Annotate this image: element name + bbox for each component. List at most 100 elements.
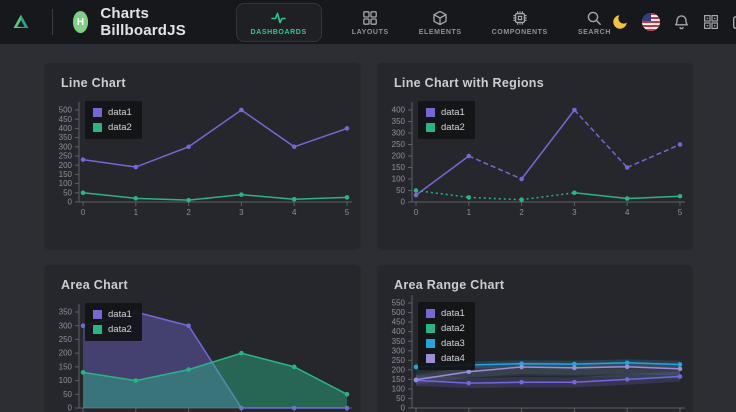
line-chart-card: 0 50 100 150 200 250 300 350 400 450 500 0 1 2 3 4 5 Line… bbox=[45, 63, 360, 248]
top-navigation-bar: H Charts BillboardJS DASHBOARDS LAYOUTS bbox=[0, 0, 736, 44]
legend-item-data1[interactable]: data1 bbox=[93, 107, 132, 118]
package-icon bbox=[433, 10, 447, 25]
svg-text:550: 550 bbox=[392, 299, 406, 308]
legend-item-data2[interactable]: data2 bbox=[93, 324, 132, 335]
legend-item-data1[interactable]: data1 bbox=[93, 309, 132, 320]
svg-text:350: 350 bbox=[59, 133, 73, 142]
notifications-button[interactable] bbox=[673, 14, 690, 31]
legend-swatch bbox=[426, 324, 435, 333]
legend-swatch bbox=[93, 108, 102, 117]
svg-text:5: 5 bbox=[345, 208, 350, 217]
main-nav: DASHBOARDS LAYOUTS ELEMENTS bbox=[235, 2, 611, 42]
svg-text:50: 50 bbox=[63, 390, 72, 399]
svg-text:0: 0 bbox=[401, 198, 406, 207]
brand-badge: H bbox=[72, 11, 89, 33]
svg-text:400: 400 bbox=[392, 327, 406, 336]
chart-title: Line Chart bbox=[61, 76, 126, 90]
chart-legend: data1 data2 bbox=[85, 303, 142, 341]
nav-item-layouts[interactable]: LAYOUTS bbox=[352, 3, 389, 42]
svg-text:450: 450 bbox=[59, 115, 73, 124]
legend-item-data1[interactable]: data1 bbox=[426, 107, 465, 118]
svg-text:0: 0 bbox=[68, 198, 73, 207]
svg-text:200: 200 bbox=[392, 152, 406, 161]
cpu-icon bbox=[513, 10, 527, 25]
nav-item-search[interactable]: SEARCH bbox=[578, 3, 611, 42]
sidebar-toggle-button[interactable] bbox=[732, 14, 736, 31]
svg-text:350: 350 bbox=[392, 337, 406, 346]
legend-item-data4[interactable]: data4 bbox=[426, 353, 465, 364]
svg-text:500: 500 bbox=[59, 106, 73, 115]
svg-text:450: 450 bbox=[392, 318, 406, 327]
svg-text:200: 200 bbox=[59, 161, 73, 170]
svg-text:50: 50 bbox=[396, 186, 405, 195]
legend-swatch bbox=[426, 339, 435, 348]
page-title: Charts BillboardJS bbox=[100, 5, 186, 39]
svg-text:200: 200 bbox=[392, 365, 406, 374]
dark-mode-toggle[interactable] bbox=[611, 13, 629, 31]
nav-item-components[interactable]: COMPONENTS bbox=[492, 3, 548, 42]
app-logo-icon[interactable] bbox=[12, 10, 30, 34]
legend-swatch bbox=[426, 123, 435, 132]
us-flag-icon bbox=[642, 13, 660, 31]
chart-title: Area Chart bbox=[61, 278, 128, 292]
legend-swatch bbox=[426, 309, 435, 318]
apps-grid-button[interactable] bbox=[703, 14, 719, 30]
svg-text:300: 300 bbox=[59, 321, 73, 330]
brand: H Charts BillboardJS bbox=[0, 5, 200, 39]
legend-label: data1 bbox=[108, 107, 132, 118]
legend-label: data2 bbox=[441, 122, 465, 133]
svg-text:250: 250 bbox=[59, 335, 73, 344]
svg-text:250: 250 bbox=[392, 140, 406, 149]
legend-label: data2 bbox=[441, 323, 465, 334]
nav-item-dashboards[interactable]: DASHBOARDS bbox=[235, 2, 322, 42]
legend-label: data1 bbox=[441, 308, 465, 319]
svg-text:150: 150 bbox=[59, 170, 73, 179]
svg-text:0: 0 bbox=[81, 208, 86, 217]
svg-text:400: 400 bbox=[59, 124, 73, 133]
svg-text:2: 2 bbox=[186, 208, 191, 217]
svg-text:5: 5 bbox=[678, 208, 683, 217]
legend-swatch bbox=[93, 310, 102, 319]
legend-label: data3 bbox=[441, 338, 465, 349]
svg-text:50: 50 bbox=[63, 188, 72, 197]
legend-label: data4 bbox=[441, 353, 465, 364]
activity-icon bbox=[271, 12, 286, 23]
svg-text:300: 300 bbox=[392, 129, 406, 138]
chart-canvas[interactable]: 0 50 100 150 200 250 300 350 400 0 1 2 3 4 5 bbox=[378, 63, 692, 248]
chart-title: Area Range Chart bbox=[394, 278, 505, 292]
chart-canvas[interactable]: 050100150200250300350012345 bbox=[45, 265, 360, 412]
apps-grid-icon bbox=[704, 15, 719, 30]
svg-text:500: 500 bbox=[392, 308, 406, 317]
bell-icon bbox=[674, 14, 689, 29]
legend-swatch bbox=[426, 354, 435, 363]
legend-item-data1[interactable]: data1 bbox=[426, 308, 465, 319]
legend-item-data3[interactable]: data3 bbox=[426, 338, 465, 349]
svg-text:150: 150 bbox=[392, 375, 406, 384]
legend-item-data2[interactable]: data2 bbox=[426, 122, 465, 133]
legend-label: data2 bbox=[108, 122, 132, 133]
svg-text:4: 4 bbox=[292, 208, 297, 217]
legend-item-data2[interactable]: data2 bbox=[93, 122, 132, 133]
legend-label: data2 bbox=[108, 324, 132, 335]
legend-item-data2[interactable]: data2 bbox=[426, 323, 465, 334]
svg-text:300: 300 bbox=[59, 142, 73, 151]
chart-title: Line Chart with Regions bbox=[394, 76, 544, 90]
language-selector[interactable] bbox=[642, 13, 660, 31]
nav-label: DASHBOARDS bbox=[250, 28, 307, 36]
svg-text:0: 0 bbox=[414, 208, 419, 217]
svg-text:150: 150 bbox=[59, 362, 73, 371]
legend-swatch bbox=[93, 325, 102, 334]
area-range-chart-card: 050100150200250300350400450500550012345A… bbox=[378, 265, 692, 412]
svg-text:100: 100 bbox=[392, 385, 406, 394]
nav-item-elements[interactable]: ELEMENTS bbox=[419, 3, 462, 42]
svg-text:100: 100 bbox=[392, 175, 406, 184]
svg-text:150: 150 bbox=[392, 163, 406, 172]
svg-text:350: 350 bbox=[59, 308, 73, 317]
chart-canvas[interactable]: 050100150200250300350400450500550012345 bbox=[378, 265, 692, 412]
layout-sidebar-icon bbox=[733, 15, 736, 29]
nav-label: ELEMENTS bbox=[418, 28, 462, 36]
svg-text:250: 250 bbox=[59, 152, 73, 161]
svg-text:1: 1 bbox=[467, 208, 472, 217]
